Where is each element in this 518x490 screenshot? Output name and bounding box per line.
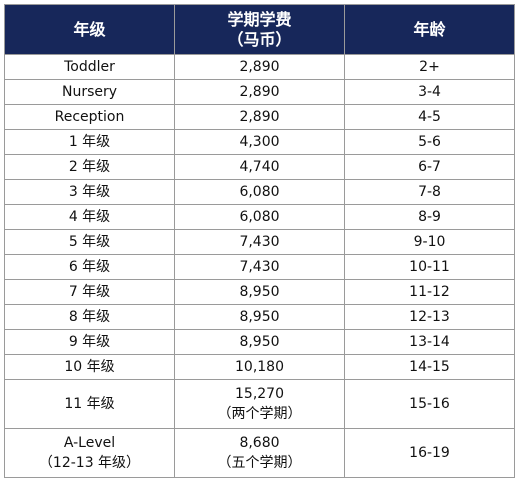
cell-age: 8-9 [345,205,515,230]
cell-fee: 8,950 [175,280,345,305]
cell-age: 7-8 [345,180,515,205]
table-row: 9 年级 8,950 13-14 [5,330,515,355]
cell-fee: 7,430 [175,255,345,280]
table-row-grade-11: 11 年级 15,270 （两个学期） 15-16 [5,380,515,429]
cell-grade: 5 年级 [5,230,175,255]
table-row-a-level: A-Level （12-13 年级） 8,680 （五个学期） 16-19 [5,429,515,478]
cell-age: 9-10 [345,230,515,255]
cell-grade: Nursery [5,80,175,105]
cell-fee: 6,080 [175,205,345,230]
cell-age: 13-14 [345,330,515,355]
cell-grade: 3 年级 [5,180,175,205]
table-row: 5 年级 7,430 9-10 [5,230,515,255]
cell-fee: 2,890 [175,105,345,130]
tuition-fee-table: 年级 学期学费 （马币） 年龄 Toddler 2,890 2+ Nursery 2,… [4,4,515,478]
cell-grade: A-Level （12-13 年级） [5,429,175,478]
table-row: Toddler 2,890 2+ [5,55,515,80]
cell-grade: 2 年级 [5,155,175,180]
table-row: 4 年级 6,080 8-9 [5,205,515,230]
cell-fee: 6,080 [175,180,345,205]
cell-grade: 6 年级 [5,255,175,280]
table-row: 10 年级 10,180 14-15 [5,355,515,380]
table-row: 1 年级 4,300 5-6 [5,130,515,155]
cell-age: 12-13 [345,305,515,330]
cell-age: 10-11 [345,255,515,280]
cell-fee: 2,890 [175,55,345,80]
header-age: 年龄 [345,5,515,55]
header-fee: 学期学费 （马币） [175,5,345,55]
cell-grade: 11 年级 [5,380,175,429]
cell-fee: 10,180 [175,355,345,380]
cell-grade: 10 年级 [5,355,175,380]
table-header-row: 年级 学期学费 （马币） 年龄 [5,5,515,55]
cell-grade: Toddler [5,55,175,80]
cell-fee: 8,680 （五个学期） [175,429,345,478]
cell-age: 11-12 [345,280,515,305]
cell-fee-note: （两个学期） [175,404,344,424]
cell-grade: 9 年级 [5,330,175,355]
table-row: 6 年级 7,430 10-11 [5,255,515,280]
cell-grade: 4 年级 [5,205,175,230]
cell-age: 5-6 [345,130,515,155]
cell-age: 14-15 [345,355,515,380]
cell-fee: 7,430 [175,230,345,255]
cell-grade-value: A-Level [5,433,174,453]
header-fee-line1: 学期学费 [175,10,344,30]
fee-table-container: 年级 学期学费 （马币） 年龄 Toddler 2,890 2+ Nursery 2,… [4,4,515,478]
cell-age: 16-19 [345,429,515,478]
cell-grade: 7 年级 [5,280,175,305]
header-grade: 年级 [5,5,175,55]
cell-fee-note: （五个学期） [175,453,344,473]
cell-grade: 1 年级 [5,130,175,155]
cell-fee: 4,300 [175,130,345,155]
table-row: 3 年级 6,080 7-8 [5,180,515,205]
table-row: 8 年级 8,950 12-13 [5,305,515,330]
cell-grade: 8 年级 [5,305,175,330]
cell-age: 2+ [345,55,515,80]
cell-age: 4-5 [345,105,515,130]
table-row: Reception 2,890 4-5 [5,105,515,130]
cell-fee: 8,950 [175,305,345,330]
table-row: 7 年级 8,950 11-12 [5,280,515,305]
cell-fee-value: 8,680 [175,433,344,453]
cell-fee: 2,890 [175,80,345,105]
table-row: Nursery 2,890 3-4 [5,80,515,105]
table-row: 2 年级 4,740 6-7 [5,155,515,180]
cell-age: 15-16 [345,380,515,429]
cell-fee: 8,950 [175,330,345,355]
cell-fee-value: 15,270 [175,384,344,404]
cell-fee: 4,740 [175,155,345,180]
cell-fee: 15,270 （两个学期） [175,380,345,429]
cell-age: 6-7 [345,155,515,180]
header-fee-line2: （马币） [175,30,344,50]
cell-grade-note: （12-13 年级） [5,453,174,473]
cell-grade: Reception [5,105,175,130]
cell-age: 3-4 [345,80,515,105]
